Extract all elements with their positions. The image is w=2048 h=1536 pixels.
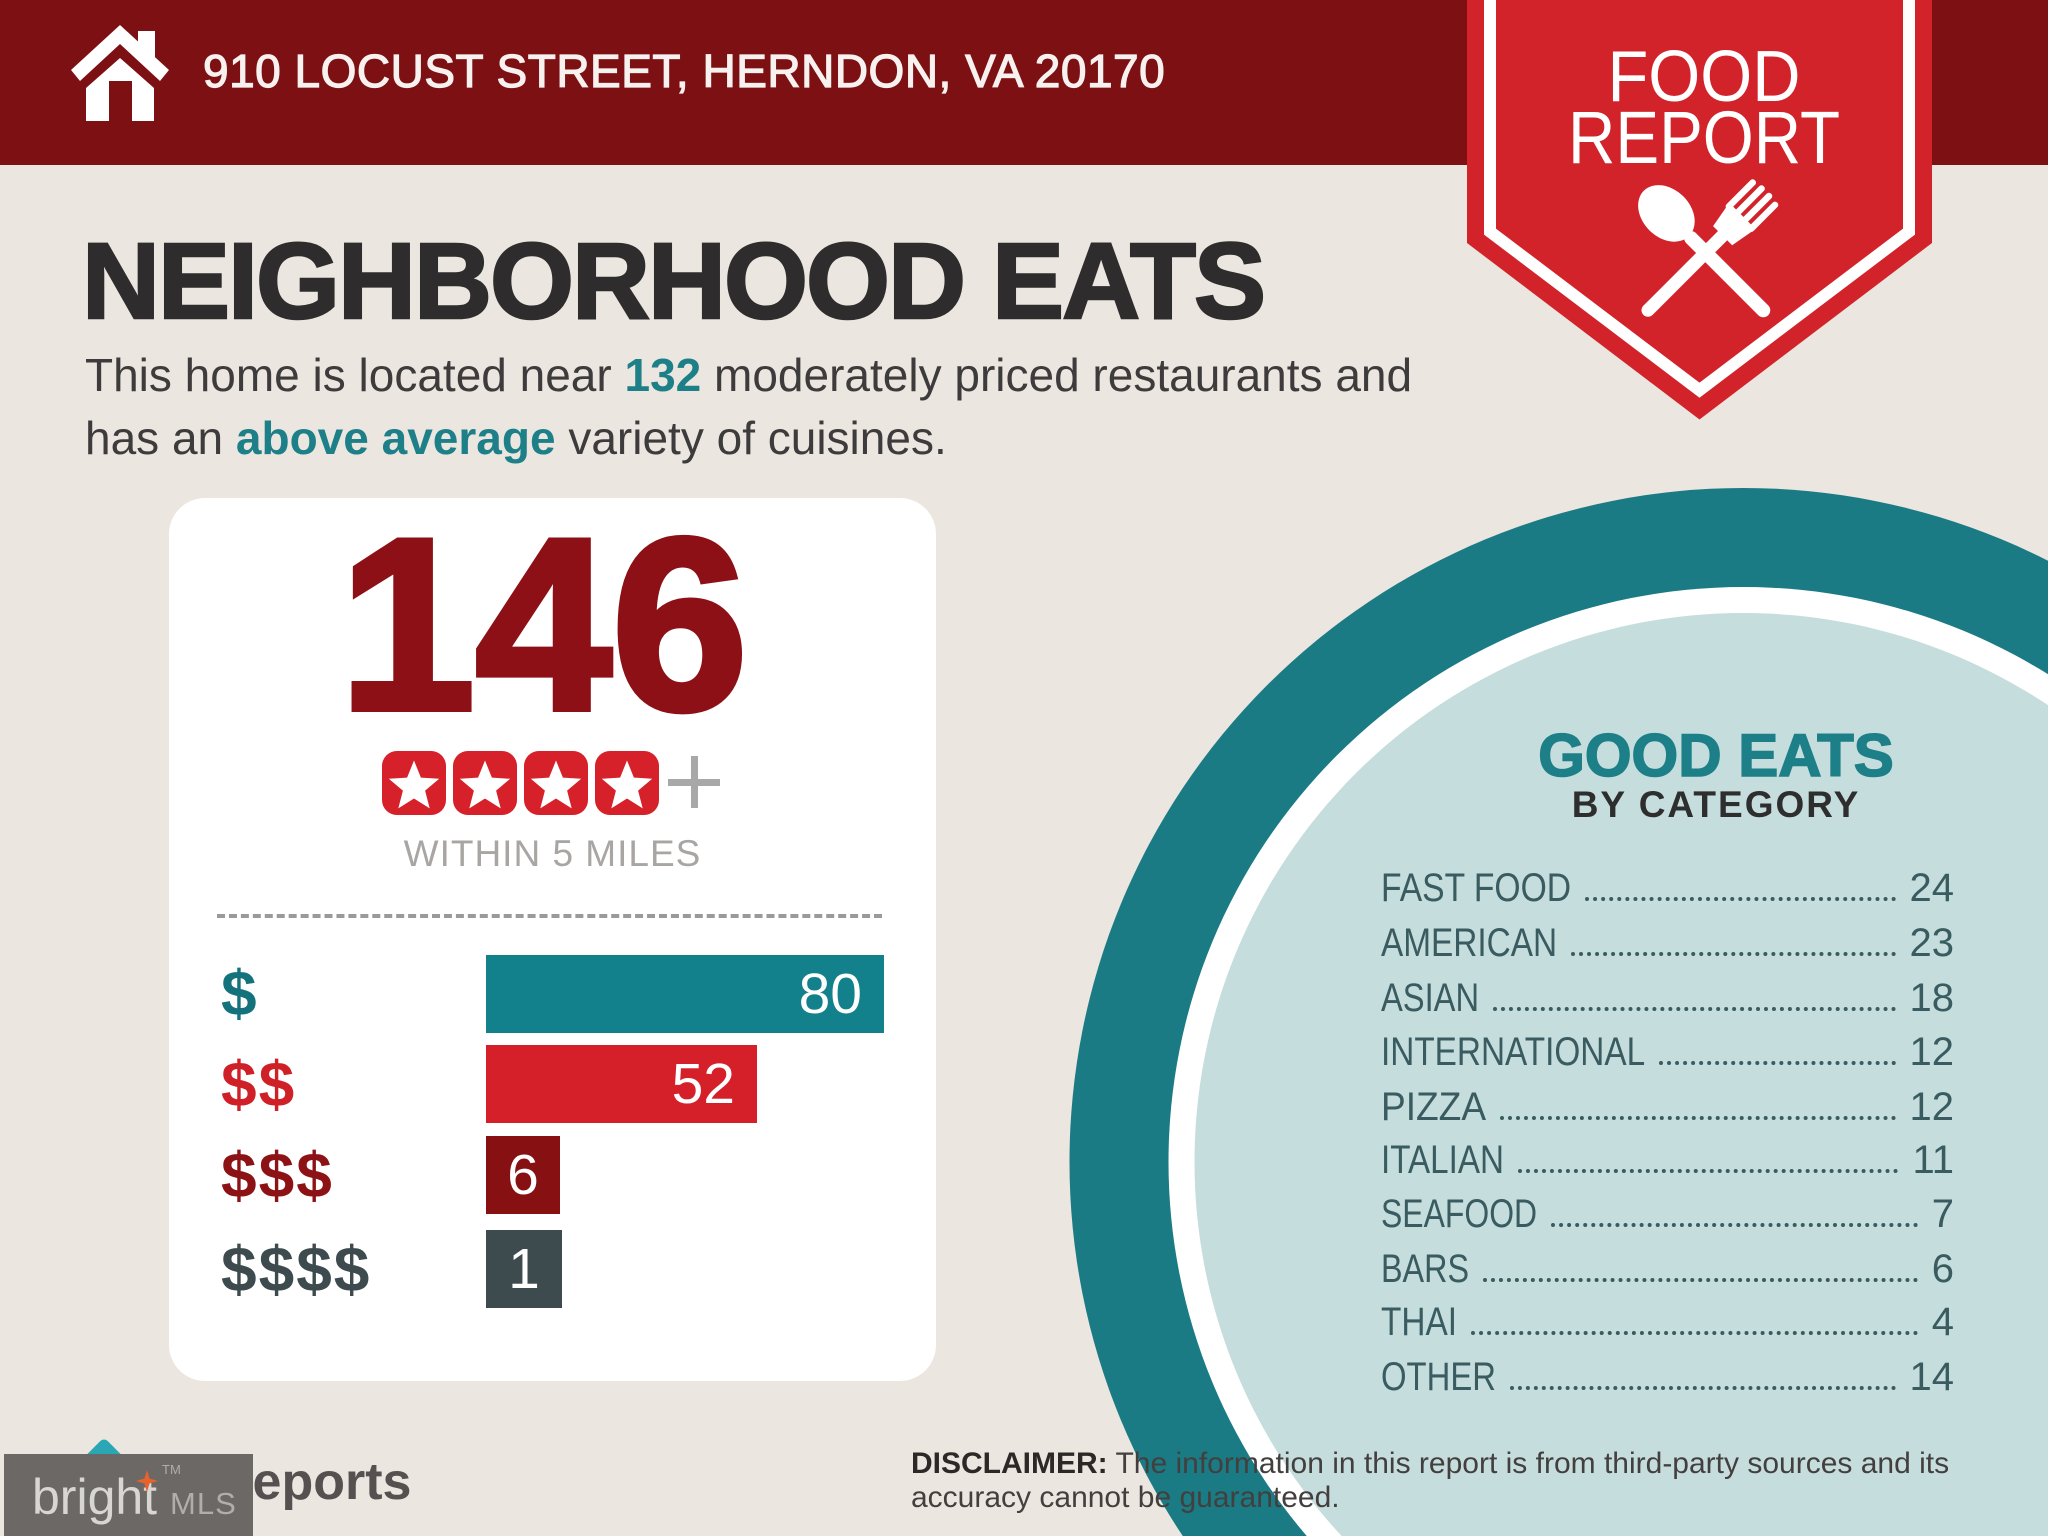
svg-text:REPORT: REPORT	[1568, 96, 1840, 179]
svg-text:FOOD: FOOD	[1608, 37, 1801, 117]
